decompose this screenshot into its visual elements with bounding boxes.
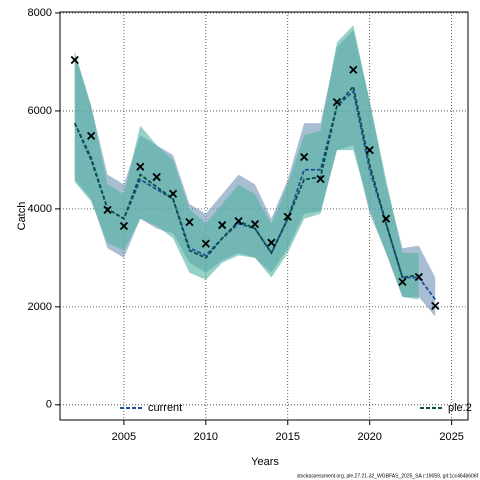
legend-label: ple.2: [448, 402, 472, 414]
observed-point: [267, 238, 276, 247]
y-tick-label: 6000: [28, 105, 52, 117]
observed-point: [119, 221, 129, 231]
x-tick-label: 2020: [357, 431, 381, 443]
observed-point: [283, 212, 292, 221]
observed-point: [349, 65, 358, 74]
y-tick-label: 0: [46, 399, 52, 411]
observed-point: [365, 145, 374, 155]
y-axis-label: Catch: [16, 202, 28, 231]
observed-point: [316, 174, 325, 184]
observed-point: [381, 214, 391, 223]
median-line: [73, 84, 419, 279]
x-tick-label: 2005: [112, 431, 136, 443]
y-tick-label: 2000: [28, 301, 52, 313]
y-tick-label: 4000: [28, 203, 52, 215]
plot-frame: [59, 11, 469, 421]
observed-point: [414, 272, 423, 282]
x-tick-label: 2025: [439, 431, 463, 443]
observed-point: [152, 172, 161, 182]
y-tick-label: 8000: [28, 7, 52, 19]
observed-point: [103, 205, 112, 215]
observed-point: [398, 277, 407, 287]
observed-point: [250, 219, 260, 229]
observed-point: [300, 152, 309, 162]
observed-point: [234, 217, 243, 226]
footnote: stockassessment.org, ple.27.21-32_WGBFAS…: [297, 473, 479, 479]
observed-point: [136, 162, 145, 171]
observed-point: [70, 55, 79, 65]
observed-point: [185, 217, 194, 227]
x-axis-label: Years: [251, 456, 279, 468]
observed-point: [431, 301, 440, 311]
legend-label: current: [148, 402, 182, 414]
x-tick-label: 2015: [276, 431, 300, 443]
observed-point: [168, 189, 178, 198]
observed-point: [86, 131, 96, 141]
observed-point: [332, 97, 342, 107]
x-tick-label: 2010: [194, 431, 218, 443]
observed-point: [218, 220, 227, 230]
confidence-band: [74, 25, 419, 300]
observed-point: [201, 239, 210, 248]
